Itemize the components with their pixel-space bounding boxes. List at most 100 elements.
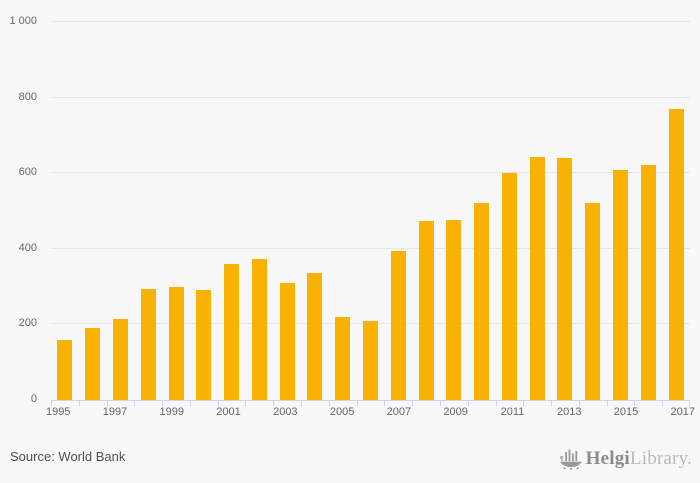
plot-area — [51, 21, 690, 401]
bar-slot-2013 — [551, 22, 579, 400]
bar-slot-2015 — [607, 22, 635, 400]
x-tick-label-2007: 2007 — [386, 406, 412, 418]
bar-2009[interactable] — [446, 219, 462, 400]
logo-text-library: Library. — [629, 448, 692, 469]
bar-1999[interactable] — [168, 286, 184, 400]
bar-2010[interactable] — [474, 203, 490, 400]
x-tick — [578, 400, 580, 406]
source-label: Source: World Bank — [10, 449, 126, 464]
bar-2011[interactable] — [501, 172, 517, 400]
y-tick-label-0: 0 — [30, 393, 37, 405]
x-tick — [217, 400, 219, 406]
gridline-1000 — [51, 21, 690, 22]
bar-slot-2000 — [190, 22, 218, 400]
bar-slot-1999 — [162, 22, 190, 400]
x-tick-label-2012 — [527, 406, 555, 418]
bar-1995[interactable] — [57, 339, 73, 400]
x-tick-label-1996 — [72, 406, 100, 418]
x-tick — [273, 400, 275, 406]
x-tick-label-2009: 2009 — [443, 406, 468, 418]
bar-slot-2010 — [468, 22, 496, 400]
bar-2016[interactable] — [640, 164, 656, 400]
bar-2006[interactable] — [362, 320, 378, 400]
x-tick — [51, 400, 52, 406]
x-tick — [78, 400, 80, 406]
bar-slot-2009 — [440, 22, 468, 400]
bar-slot-2001 — [218, 22, 246, 400]
bar-1998[interactable] — [140, 288, 156, 400]
x-tick-label-2003: 2003 — [273, 406, 298, 418]
x-tick — [439, 400, 441, 406]
x-tick — [689, 400, 690, 406]
x-tick-label-2014 — [583, 406, 611, 418]
bar-slot-2003 — [273, 22, 301, 400]
x-tick-label-2010 — [470, 406, 498, 418]
x-tick — [356, 400, 358, 406]
bar-2008[interactable] — [418, 221, 434, 400]
x-tick — [106, 400, 108, 406]
x-axis-labels: 1995 1997 1999 2001 2003 2005 2007 2009 2011 2013… — [44, 406, 697, 418]
y-tick-label-1000: 1 000 — [9, 15, 37, 27]
bar-slot-2007 — [384, 22, 412, 400]
bar-slot-1996 — [79, 22, 107, 400]
x-tick — [523, 400, 525, 406]
bar-2007[interactable] — [390, 251, 406, 400]
bar-slot-2005 — [329, 22, 357, 400]
bar-slot-2014 — [579, 22, 607, 400]
x-tick — [634, 400, 636, 406]
x-tick-label-1998 — [129, 406, 157, 418]
bar-slot-2006 — [357, 22, 385, 400]
bar-slot-1997 — [107, 22, 135, 400]
x-tick-label-2016 — [640, 406, 668, 418]
bar-2003[interactable] — [279, 282, 295, 400]
x-tick-label-2013: 2013 — [556, 406, 582, 418]
bar-2004[interactable] — [307, 273, 323, 400]
x-tick-label-1997: 1997 — [102, 406, 128, 418]
viking-ship-icon — [559, 449, 582, 470]
x-tick-label-2006 — [356, 406, 384, 418]
x-tick — [467, 400, 469, 406]
helgi-library-logo[interactable]: Helgi Library. — [559, 447, 692, 471]
y-tick-label-400: 400 — [18, 242, 37, 254]
bar-2012[interactable] — [529, 156, 545, 400]
x-tick — [606, 400, 608, 406]
bar-slot-1998 — [134, 22, 162, 400]
gridline-400 — [51, 248, 690, 249]
bar-2005[interactable] — [335, 316, 351, 400]
bar-2001[interactable] — [224, 263, 240, 400]
bar-slot-2004 — [301, 22, 329, 400]
gridline-800 — [51, 97, 690, 98]
x-tick-label-2005: 2005 — [329, 406, 355, 418]
bar-1996[interactable] — [85, 328, 101, 400]
x-tick — [551, 400, 553, 406]
x-axis-ticks — [51, 400, 690, 406]
bar-2000[interactable] — [196, 290, 212, 400]
bar-2014[interactable] — [585, 203, 601, 400]
bar-2002[interactable] — [251, 259, 267, 400]
bar-slot-2002 — [245, 22, 273, 400]
x-tick — [134, 400, 136, 406]
x-tick-label-2017: 2017 — [670, 406, 696, 418]
x-tick-label-2015: 2015 — [613, 406, 639, 418]
bar-slot-2012 — [523, 22, 551, 400]
x-tick — [328, 400, 330, 406]
x-tick-label-2011: 2011 — [500, 406, 525, 418]
bar-series — [51, 22, 690, 400]
x-tick — [189, 400, 191, 406]
x-tick — [384, 400, 386, 406]
bar-1997[interactable] — [112, 318, 128, 400]
x-tick — [162, 400, 164, 406]
x-tick-label-2002 — [243, 406, 271, 418]
gridline-600 — [51, 172, 690, 173]
x-tick-label-2008 — [413, 406, 441, 418]
x-tick-label-2000 — [186, 406, 214, 418]
bar-2015[interactable] — [613, 169, 629, 400]
bar-2013[interactable] — [557, 158, 573, 400]
bar-slot-2016 — [634, 22, 662, 400]
y-axis-labels: 0 200 400 600 800 1 000 — [0, 15, 37, 405]
x-tick — [245, 400, 247, 406]
logo-text-helgi: Helgi — [585, 448, 630, 469]
bar-2017[interactable] — [668, 108, 684, 400]
x-tick-label-1999: 1999 — [159, 406, 184, 418]
